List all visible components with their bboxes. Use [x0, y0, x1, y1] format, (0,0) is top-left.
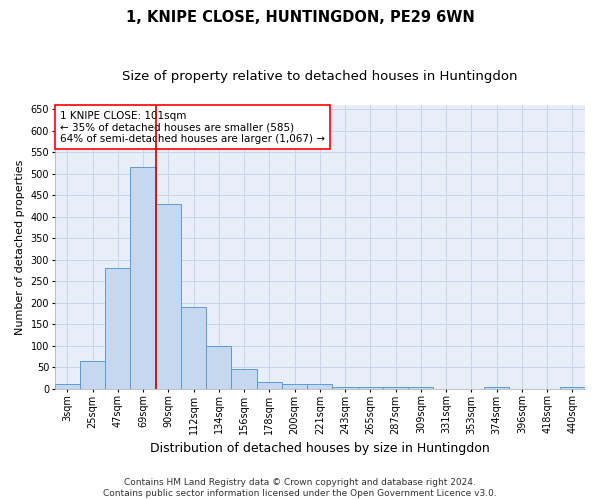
Bar: [257, 382, 282, 388]
Bar: [156, 204, 181, 388]
Title: Size of property relative to detached houses in Huntingdon: Size of property relative to detached ho…: [122, 70, 518, 83]
Y-axis label: Number of detached properties: Number of detached properties: [15, 159, 25, 334]
Bar: [307, 384, 332, 388]
Text: Contains HM Land Registry data © Crown copyright and database right 2024.
Contai: Contains HM Land Registry data © Crown c…: [103, 478, 497, 498]
Bar: [383, 386, 408, 388]
Bar: [206, 346, 232, 389]
Bar: [80, 361, 105, 388]
Bar: [105, 268, 130, 388]
Bar: [484, 386, 509, 388]
Bar: [130, 168, 156, 388]
Bar: [232, 370, 257, 388]
Bar: [282, 384, 307, 388]
Bar: [181, 307, 206, 388]
Bar: [55, 384, 80, 388]
Bar: [358, 386, 383, 388]
Bar: [408, 386, 433, 388]
Text: 1, KNIPE CLOSE, HUNTINGDON, PE29 6WN: 1, KNIPE CLOSE, HUNTINGDON, PE29 6WN: [125, 10, 475, 25]
Bar: [332, 386, 358, 388]
X-axis label: Distribution of detached houses by size in Huntingdon: Distribution of detached houses by size …: [150, 442, 490, 455]
Text: 1 KNIPE CLOSE: 101sqm
← 35% of detached houses are smaller (585)
64% of semi-det: 1 KNIPE CLOSE: 101sqm ← 35% of detached …: [60, 110, 325, 144]
